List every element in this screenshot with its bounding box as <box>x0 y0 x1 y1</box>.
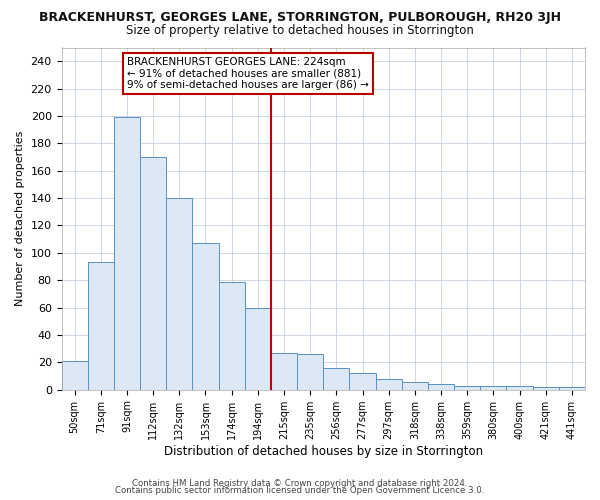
Bar <box>349 374 376 390</box>
Bar <box>297 354 323 390</box>
Y-axis label: Number of detached properties: Number of detached properties <box>15 131 25 306</box>
Text: Size of property relative to detached houses in Storrington: Size of property relative to detached ho… <box>126 24 474 37</box>
Bar <box>428 384 454 390</box>
Text: BRACKENHURST, GEORGES LANE, STORRINGTON, PULBOROUGH, RH20 3JH: BRACKENHURST, GEORGES LANE, STORRINGTON,… <box>39 11 561 24</box>
Bar <box>271 353 297 390</box>
Text: BRACKENHURST GEORGES LANE: 224sqm
← 91% of detached houses are smaller (881)
9% : BRACKENHURST GEORGES LANE: 224sqm ← 91% … <box>127 57 369 90</box>
Bar <box>559 387 585 390</box>
Bar <box>376 379 402 390</box>
Bar <box>218 282 245 390</box>
Bar <box>62 361 88 390</box>
Bar <box>533 387 559 390</box>
Bar <box>114 118 140 390</box>
Bar <box>166 198 193 390</box>
Bar <box>140 157 166 390</box>
X-axis label: Distribution of detached houses by size in Storrington: Distribution of detached houses by size … <box>164 444 483 458</box>
Bar <box>193 244 218 390</box>
Bar <box>481 386 506 390</box>
Bar <box>402 382 428 390</box>
Bar <box>506 386 533 390</box>
Bar <box>454 386 481 390</box>
Bar <box>88 262 114 390</box>
Bar <box>245 308 271 390</box>
Bar <box>323 368 349 390</box>
Text: Contains public sector information licensed under the Open Government Licence 3.: Contains public sector information licen… <box>115 486 485 495</box>
Text: Contains HM Land Registry data © Crown copyright and database right 2024.: Contains HM Land Registry data © Crown c… <box>132 478 468 488</box>
